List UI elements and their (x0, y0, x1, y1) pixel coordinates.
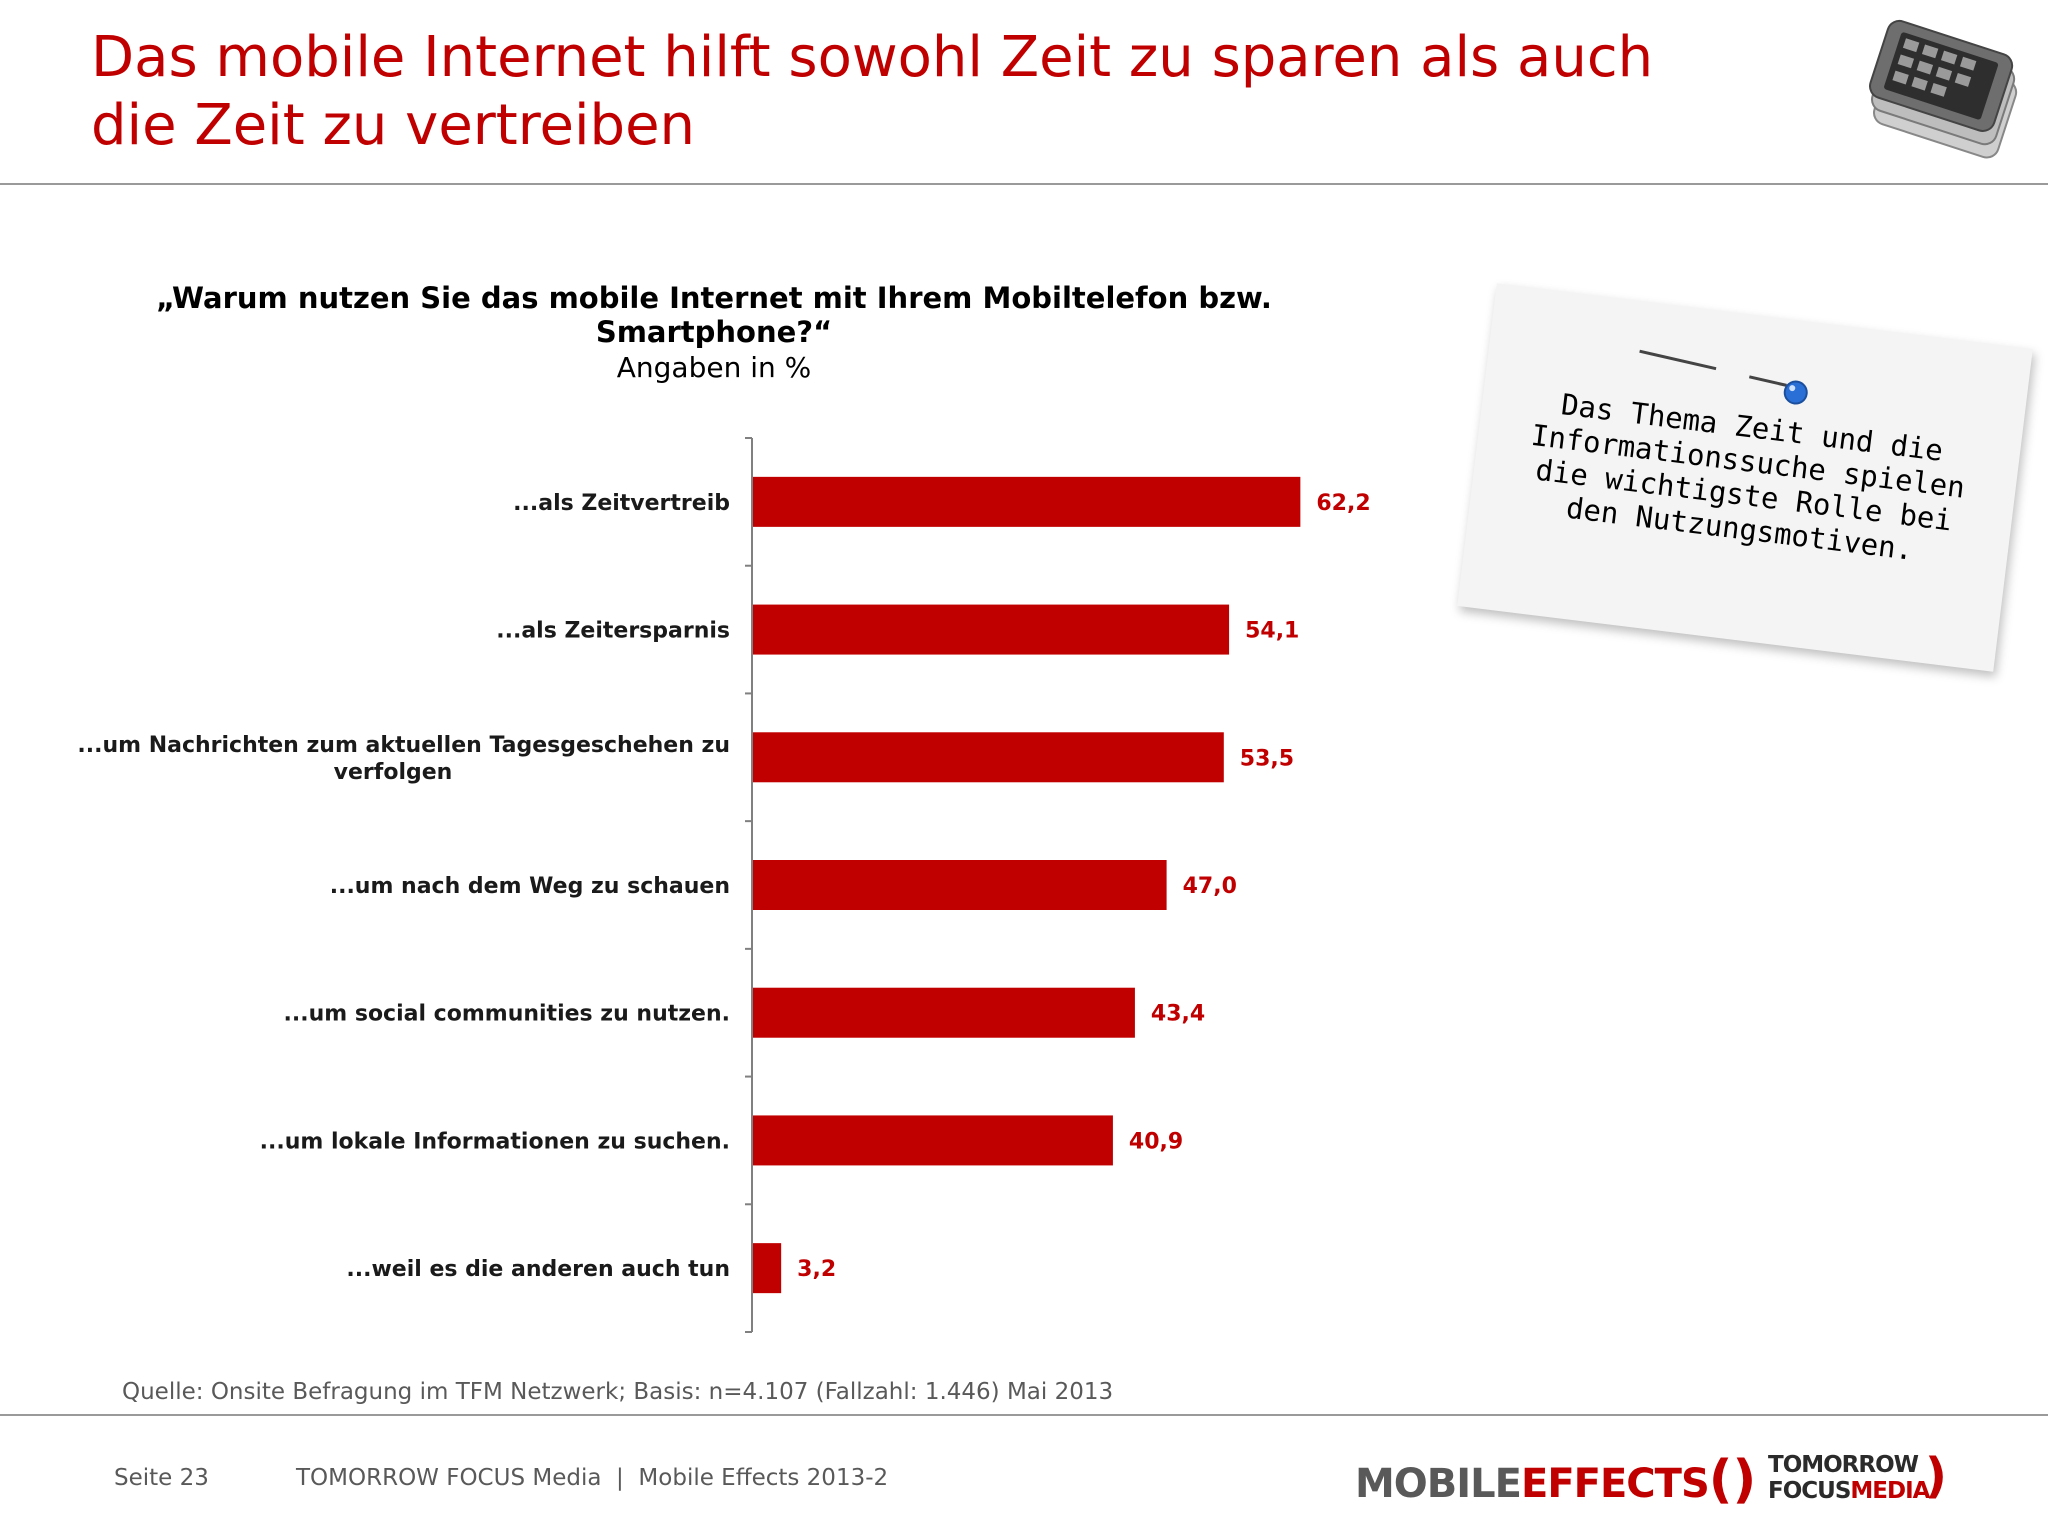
source-note: Quelle: Onsite Befragung im TFM Netzwerk… (122, 1379, 1114, 1405)
category-label: ...weil es die anderen auch tun (346, 1257, 730, 1282)
logo-tfm-paren: ) (1925, 1448, 1947, 1504)
chart-subtitle: Angaben in % (616, 351, 812, 384)
bar (753, 604, 1230, 655)
bar-value-label: 53,5 (1240, 746, 1294, 771)
bar-chart: 62,2 ...als Zeitvertreib 54,1 ...als Zeiter… (77, 437, 1371, 1333)
category-label: verfolgen (334, 760, 453, 785)
bar (753, 732, 1224, 783)
footer-text: TOMORROW FOCUS Media | Mobile Effects 20… (296, 1465, 889, 1491)
pushpin-icon (1639, 349, 1808, 405)
bar (753, 987, 1135, 1038)
slide-title-line2: die Zeit zu vertreiben (91, 93, 696, 158)
logo-parens: () (1708, 1450, 1757, 1510)
tomorrow-focus-media-logo: TOMORROW FOCUSMEDIA (1768, 1452, 1958, 1504)
bar (753, 860, 1167, 910)
bar-value-label: 3,2 (797, 1257, 836, 1282)
bar-value-label: 62,2 (1316, 491, 1370, 516)
category-label: ...als Zeitersparnis (496, 619, 730, 644)
bar-value-label: 40,9 (1129, 1129, 1183, 1154)
slide-title: Das mobile Internet hilft sowohl Zeit zu… (91, 24, 1791, 160)
logo-media: MEDIA (1850, 1478, 1930, 1504)
bar (753, 1243, 782, 1294)
logo-tomorrow: TOMORROW (1768, 1452, 1919, 1478)
page-number: Seite 23 (114, 1465, 209, 1491)
logo-mobile: MOBILE (1355, 1461, 1522, 1507)
logo-effects: EFFECTS (1521, 1461, 1710, 1507)
footer-divider (0, 1414, 2048, 1416)
bar (753, 1115, 1113, 1166)
title-divider (0, 183, 2048, 185)
category-label: ...als Zeitvertreib (513, 491, 730, 516)
category-label: ...um lokale Informationen zu suchen. (260, 1129, 730, 1154)
category-label: ...um social communities zu nutzen. (284, 1002, 730, 1027)
bar (753, 476, 1301, 527)
category-label: ...um Nachrichten zum aktuellen Tagesges… (77, 733, 730, 758)
bar-value-label: 43,4 (1151, 1002, 1205, 1027)
bar-value-label: 54,1 (1245, 619, 1299, 644)
bar-value-label: 47,0 (1183, 874, 1237, 899)
category-label: ...um nach dem Weg zu schauen (330, 874, 730, 899)
logo-focus: FOCUS (1768, 1478, 1851, 1504)
smartphone-icon (1869, 19, 2018, 159)
mobile-effects-logo: MOBILEEFFECTS() (1355, 1450, 1756, 1510)
note-card: Das Thema Zeit und die Informationssuche… (1457, 283, 2033, 672)
slide-title-line1: Das mobile Internet hilft sowohl Zeit zu… (91, 25, 1654, 90)
chart-title: „Warum nutzen Sie das mobile Internet mi… (156, 281, 1272, 349)
